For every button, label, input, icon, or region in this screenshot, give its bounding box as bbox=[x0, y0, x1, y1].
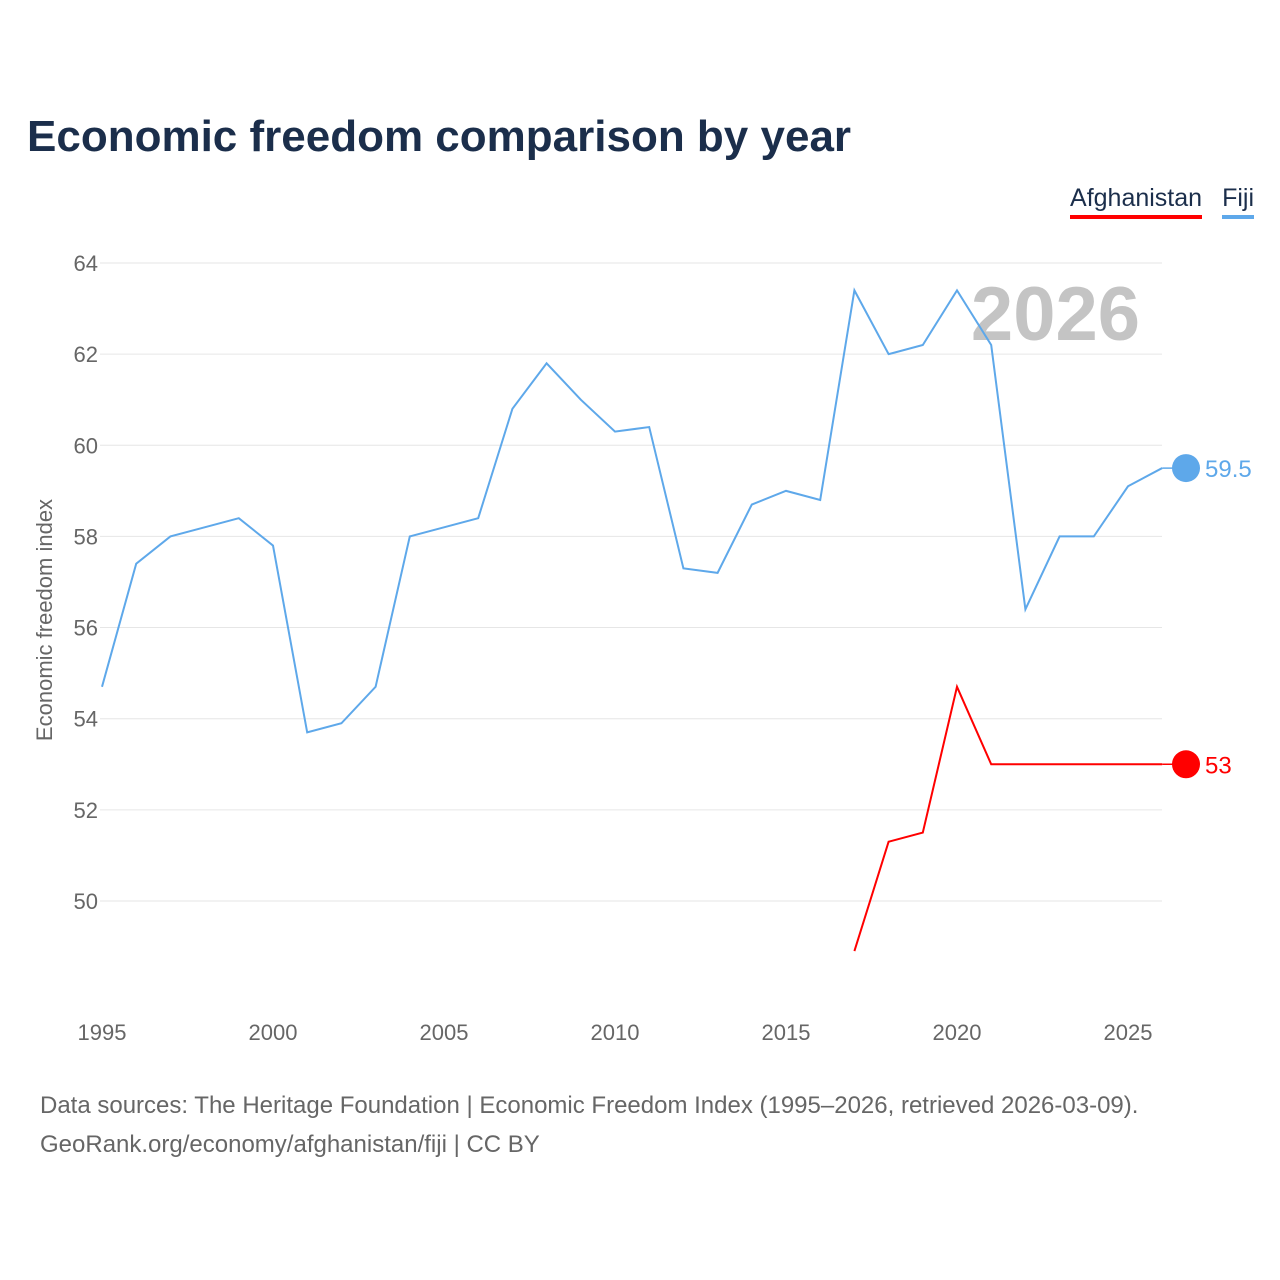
year-watermark: 2026 bbox=[971, 272, 1140, 357]
x-tick-label: 2025 bbox=[1104, 1020, 1153, 1045]
x-tick-label: 2020 bbox=[933, 1020, 982, 1045]
y-tick-label: 52 bbox=[74, 798, 98, 823]
y-tick-label: 64 bbox=[74, 251, 98, 276]
source-link[interactable]: GeoRank.org/economy/afghanistan/fiji | C… bbox=[40, 1131, 540, 1158]
y-tick-label: 50 bbox=[74, 889, 98, 914]
chart-title: Economic freedom comparison by year bbox=[27, 112, 852, 161]
source-note: Data sources: The Heritage Foundation | … bbox=[40, 1092, 1139, 1119]
y-axis-label: Economic freedom index bbox=[32, 499, 57, 741]
end-value-label: 53 bbox=[1205, 752, 1232, 779]
flag-fiji-icon bbox=[1172, 454, 1200, 483]
y-tick-label: 62 bbox=[74, 342, 98, 367]
x-tick-label: 2005 bbox=[420, 1020, 469, 1045]
legend-afghanistan[interactable]: Afghanistan bbox=[1070, 184, 1203, 219]
y-tick-label: 58 bbox=[74, 524, 98, 549]
series-line-fiji bbox=[101, 287, 1163, 734]
series-line-afghanistan bbox=[853, 683, 1163, 952]
x-tick-label: 2010 bbox=[591, 1020, 640, 1045]
y-tick-label: 56 bbox=[74, 616, 98, 641]
y-tick-label: 54 bbox=[74, 707, 98, 732]
flag-afghanistan-icon bbox=[1172, 750, 1200, 779]
legend-fiji[interactable]: Fiji bbox=[1222, 184, 1254, 219]
x-tick-label: 2000 bbox=[249, 1020, 298, 1045]
legend: Afghanistan Fiji bbox=[1070, 184, 1254, 219]
footer: Data sources: The Heritage Foundation | … bbox=[40, 1086, 1138, 1164]
x-tick-label: 1995 bbox=[78, 1020, 127, 1045]
end-value-label: 59.5 bbox=[1205, 456, 1252, 483]
y-tick-label: 60 bbox=[74, 433, 98, 458]
x-tick-label: 2015 bbox=[762, 1020, 811, 1045]
